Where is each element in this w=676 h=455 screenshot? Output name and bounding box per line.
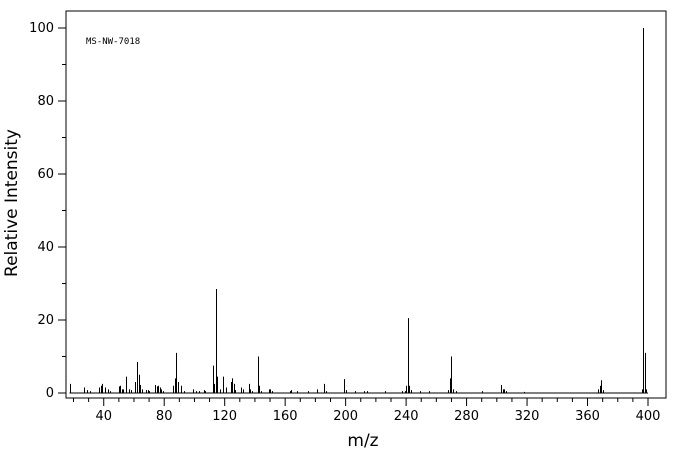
spectrum-peaks [69, 28, 648, 394]
plot-frame [65, 10, 667, 399]
y-tick-label: 80 [37, 94, 54, 109]
x-tick-label: 320 [515, 409, 540, 424]
y-tick-label: 40 [37, 240, 54, 255]
y-axis-title: Relative Intensity [2, 129, 22, 277]
y-tick-label: 20 [37, 313, 54, 328]
x-axis-title: m/z [347, 431, 378, 451]
y-axis-ticks: 0 20 40 60 80 100 [29, 21, 66, 401]
x-tick-label: 120 [212, 409, 237, 424]
x-tick-label: 280 [454, 409, 479, 424]
y-tick-label: 60 [37, 167, 54, 182]
spectrum-code-label: MS-NW-7018 [86, 37, 140, 47]
x-tick-label: 400 [636, 409, 661, 424]
x-tick-label: 360 [575, 409, 600, 424]
x-tick-label: 160 [273, 409, 298, 424]
x-tick-label: 200 [333, 409, 358, 424]
x-tick-label: 240 [394, 409, 419, 424]
x-tick-label: 80 [156, 409, 173, 424]
y-tick-label: 100 [29, 21, 54, 36]
x-tick-label: 40 [95, 409, 112, 424]
x-axis-ticks: 40 80 120 160 200 240 280 320 360 400 [73, 398, 661, 424]
y-tick-label: 0 [46, 386, 54, 401]
